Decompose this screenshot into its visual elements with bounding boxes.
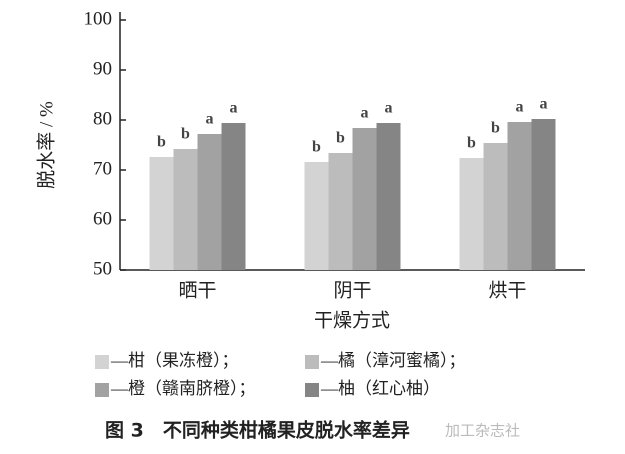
watermark: 加工杂志社 — [445, 422, 520, 440]
bar — [173, 149, 198, 270]
bar — [352, 128, 377, 270]
bar — [483, 143, 508, 270]
bar — [149, 157, 174, 270]
significance-label: b — [336, 130, 345, 147]
y-tick-label: 80 — [93, 108, 112, 129]
y-tick-label: 50 — [93, 258, 112, 279]
bar — [376, 123, 401, 270]
significance-label: a — [206, 111, 214, 128]
legend-label: —橘（漳河蜜橘）； — [320, 351, 466, 370]
y-tick-label: 70 — [93, 158, 112, 179]
significance-label: a — [361, 105, 369, 122]
significance-label: b — [491, 120, 500, 137]
caption: 图 3 不同种类柑橘果皮脱水率差异 — [105, 419, 410, 442]
x-tick-label: 晒干 — [178, 280, 216, 301]
legend-swatch — [95, 383, 109, 397]
x-axis-label: 干燥方式 — [314, 309, 390, 331]
bar — [304, 162, 329, 270]
legend-swatch — [95, 355, 109, 369]
legend-label: —柑（果冻橙）； — [110, 351, 239, 370]
x-tick-label: 阴干 — [333, 279, 371, 301]
bar — [507, 122, 532, 270]
y-axis-label: 脱水率 / % — [35, 101, 57, 189]
significance-label: a — [385, 100, 393, 117]
significance-label: a — [230, 100, 238, 117]
legend-label: —橙（赣南脐橙）； — [110, 379, 256, 398]
legend-label: —柚（红心柚） — [320, 379, 440, 398]
significance-label: b — [181, 126, 190, 143]
bar — [531, 119, 556, 270]
bar — [459, 158, 484, 270]
x-tick-label: 烘干 — [488, 279, 526, 301]
significance-label: b — [157, 134, 166, 151]
legend-swatch — [305, 383, 319, 397]
y-tick-label: 100 — [84, 8, 113, 29]
bar — [197, 134, 222, 270]
significance-label: a — [516, 99, 524, 116]
y-tick-label: 60 — [93, 208, 112, 229]
bar — [328, 153, 353, 270]
significance-label: a — [540, 96, 548, 113]
significance-label: b — [467, 135, 476, 152]
bar — [221, 123, 246, 270]
legend-swatch — [305, 355, 319, 369]
y-tick-label: 90 — [93, 58, 112, 79]
significance-label: b — [312, 139, 321, 156]
